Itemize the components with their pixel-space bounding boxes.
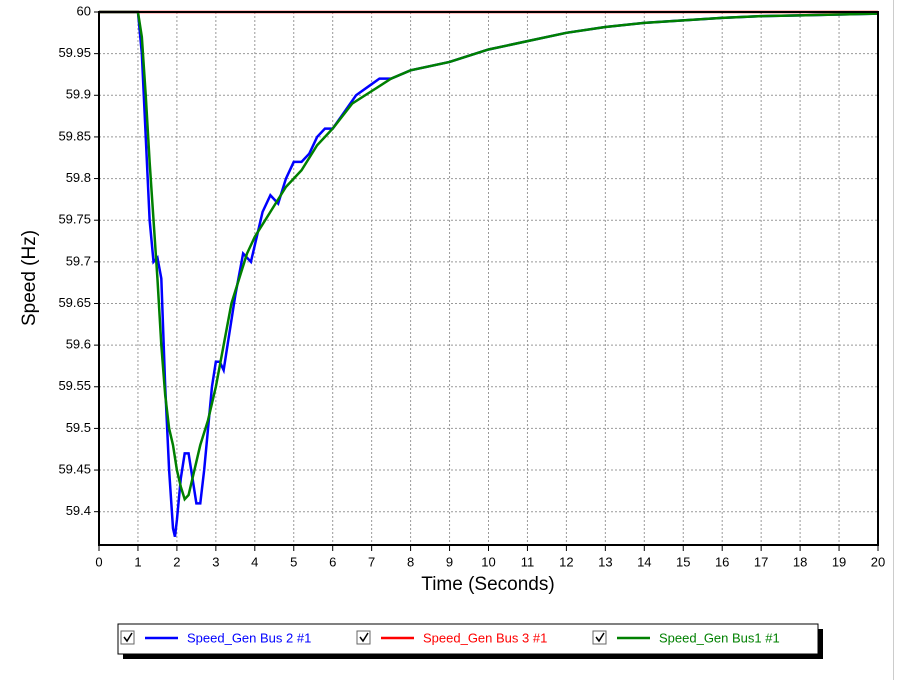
y-tick-label: 59.4 [66, 503, 91, 518]
y-tick-label: 59.85 [58, 128, 91, 143]
x-tick-label: 0 [95, 554, 102, 569]
x-tick-label: 11 [521, 554, 535, 569]
x-tick-label: 15 [676, 554, 690, 569]
x-tick-label: 13 [598, 554, 612, 569]
y-axis-label: Speed (Hz) [19, 230, 40, 326]
x-tick-label: 12 [559, 554, 573, 569]
legend-label: Speed_Gen Bus 3 #1 [423, 630, 547, 645]
legend: Speed_Gen Bus 2 #1 Speed_Gen Bus 3 #1 Spee… [120, 630, 780, 645]
axes: 0 1 2 3 4 5 6 7 8 9 10 11 12 13 14 15 16 17 18 19 206059.955… [58, 3, 885, 569]
legend-checkmark [359, 632, 369, 643]
x-tick-label: 10 [481, 554, 495, 569]
x-tick-label: 3 [212, 554, 219, 569]
x-tick-label: 20 [871, 554, 885, 569]
y-tick-label: 60 [77, 3, 91, 18]
y-tick-label: 59.55 [58, 378, 91, 393]
x-tick-label: 5 [290, 554, 297, 569]
x-tick-label: 8 [407, 554, 414, 569]
x-tick-label: 4 [251, 554, 258, 569]
legend-checkbox[interactable] [592, 630, 607, 645]
x-tick-label: 17 [754, 554, 768, 569]
grid [98, 11, 879, 545]
legend-label: Speed_Gen Bus 2 #1 [187, 630, 311, 645]
y-tick-label: 59.6 [66, 337, 91, 352]
y-tick-label: 59.95 [58, 45, 91, 60]
x-tick-label: 16 [715, 554, 729, 569]
x-tick-label: 9 [446, 554, 453, 569]
y-tick-label: 59.65 [58, 295, 91, 310]
x-tick-label: 1 [134, 554, 141, 569]
x-tick-label: 7 [368, 554, 375, 569]
x-tick-label: 14 [637, 554, 651, 569]
y-tick-label: 59.9 [66, 87, 91, 102]
x-tick-label: 6 [329, 554, 336, 569]
y-tick-label: 59.45 [58, 461, 91, 476]
legend-box [117, 623, 819, 655]
x-tick-label: 19 [832, 554, 846, 569]
x-tick-label: 2 [173, 554, 180, 569]
y-tick-label: 59.8 [66, 170, 91, 185]
legend-checkmark [123, 632, 133, 643]
series-line [99, 10, 879, 502]
legend-checkbox[interactable] [120, 630, 135, 645]
legend-checkmark [595, 632, 605, 643]
y-tick-label: 59.5 [66, 420, 91, 435]
y-tick-label: 59.75 [58, 212, 91, 227]
legend-label: Speed_Gen Bus1 #1 [659, 630, 780, 645]
y-tick-label: 59.7 [66, 253, 91, 268]
x-tick-label: 18 [793, 554, 807, 569]
x-axis-label: Time (Seconds) [421, 574, 554, 595]
legend-checkbox[interactable] [356, 630, 371, 645]
